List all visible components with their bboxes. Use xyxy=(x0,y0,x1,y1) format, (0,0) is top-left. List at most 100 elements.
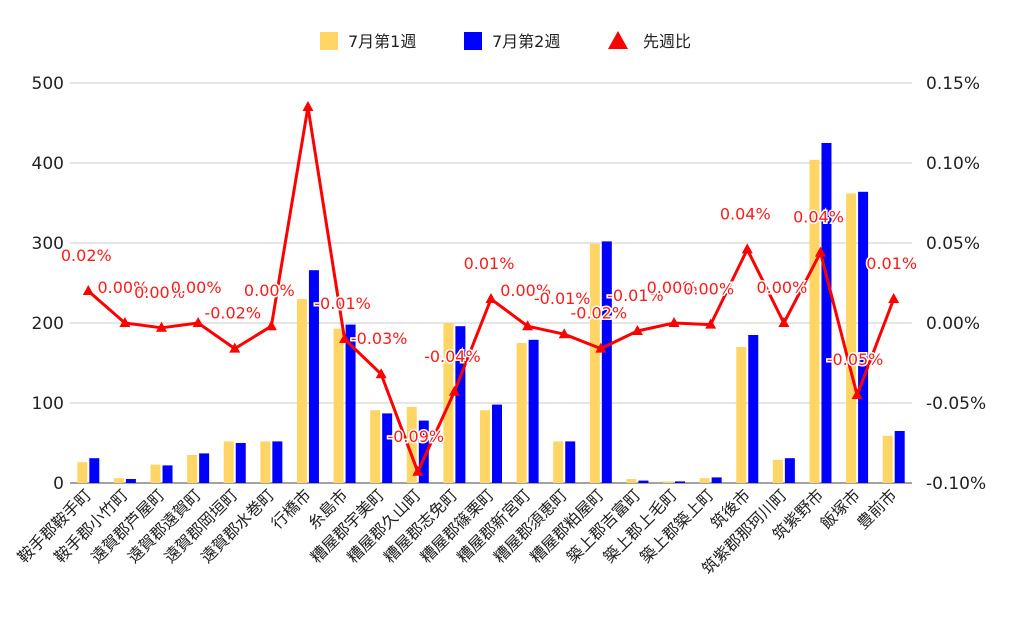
category-label: 豊前市 xyxy=(853,485,900,532)
bar-week1 xyxy=(516,343,527,483)
data-label: -0.04% xyxy=(424,347,481,366)
data-label: 0.01% xyxy=(866,254,917,273)
bar-week2 xyxy=(638,480,649,483)
bar-week2 xyxy=(711,477,722,483)
bar-week2 xyxy=(418,420,429,483)
right-tick-label: 0.00% xyxy=(926,314,980,334)
category-label: 行橋市 xyxy=(267,485,314,532)
bar-week2 xyxy=(784,458,795,483)
bar-week1 xyxy=(589,243,600,483)
data-label: 0.00% xyxy=(97,278,148,297)
bar-week2 xyxy=(199,453,210,483)
legend-item-ratio[interactable]: 先週比 xyxy=(608,31,691,51)
left-axis: 0 100 200 300 400 500 xyxy=(32,74,64,494)
left-tick-label: 500 xyxy=(32,74,64,94)
triangle-marker xyxy=(229,342,241,353)
ratio-line xyxy=(82,101,900,476)
bar-week1 xyxy=(772,459,783,483)
bar-week1 xyxy=(699,478,710,483)
right-tick-label: -0.05% xyxy=(926,394,986,414)
right-tick-label: 0.15% xyxy=(926,74,980,94)
bar-week1 xyxy=(370,410,381,483)
right-tick-label: 0.05% xyxy=(926,234,980,254)
bar-week2 xyxy=(601,241,612,483)
data-label: 0.00% xyxy=(683,280,734,299)
triangle-marker xyxy=(448,385,460,396)
category-label: 飯塚市 xyxy=(817,485,864,532)
left-tick-label: 0 xyxy=(53,474,64,494)
bar-week1 xyxy=(150,464,161,483)
triangle-marker xyxy=(778,317,790,327)
bar-week1 xyxy=(296,299,307,483)
data-label: 0.04% xyxy=(793,208,844,227)
data-label: 0.00% xyxy=(647,278,698,297)
x-axis-categories: 鞍手郡鞍手町鞍手郡小竹町遠賀郡芦屋町遠賀郡遠賀町遠賀郡岡垣町遠賀郡水巻町行橋市糸… xyxy=(14,485,901,578)
bar-week2 xyxy=(675,481,686,483)
legend-triangle-icon xyxy=(608,31,628,49)
bar-week1 xyxy=(333,328,344,483)
data-label: 0.02% xyxy=(61,246,112,265)
right-tick-label: -0.10% xyxy=(926,474,986,494)
triangle-marker xyxy=(522,320,534,331)
data-label: 0.04% xyxy=(720,204,771,223)
bar-week2 xyxy=(308,270,319,483)
triangle-marker xyxy=(888,293,900,303)
left-tick-label: 300 xyxy=(32,234,64,254)
legend-label-week1: 7月第1週 xyxy=(348,32,416,51)
bar-week1 xyxy=(480,410,490,483)
data-label: -0.01% xyxy=(607,286,664,305)
left-tick-label: 400 xyxy=(32,154,64,174)
bar-week2 xyxy=(455,326,466,483)
data-label: -0.09% xyxy=(387,427,444,446)
legend-swatch-week2 xyxy=(464,32,482,50)
triangle-marker xyxy=(119,317,131,327)
data-label: 0.00% xyxy=(134,283,185,302)
bar-week2 xyxy=(125,479,136,483)
bar-week1 xyxy=(626,479,637,483)
triangle-marker xyxy=(741,243,753,254)
bar-week2 xyxy=(858,191,869,484)
bar-week2 xyxy=(528,339,539,483)
legend-label-week2: 7月第2週 xyxy=(492,32,560,51)
legend-item-week1[interactable]: 7月第1週 xyxy=(320,32,416,51)
bar-week1 xyxy=(736,347,747,483)
bar-week1 xyxy=(553,441,564,483)
triangle-marker xyxy=(814,246,826,257)
bar-week1 xyxy=(882,435,893,483)
triangle-marker xyxy=(851,389,863,399)
data-label: 0.00% xyxy=(756,278,807,297)
triangle-marker xyxy=(82,285,94,295)
left-tick-label: 100 xyxy=(32,394,64,414)
triangle-marker xyxy=(595,342,607,353)
gridlines xyxy=(70,82,912,484)
bar-week1 xyxy=(846,193,857,483)
bar-week2 xyxy=(894,431,905,483)
bar-week1 xyxy=(809,159,820,484)
legend-swatch-week1 xyxy=(320,32,338,50)
bar-week1 xyxy=(223,441,234,483)
triangle-marker xyxy=(156,321,168,332)
triangle-marker xyxy=(705,318,717,329)
bar-week2 xyxy=(492,404,502,483)
bar-week2 xyxy=(89,458,100,483)
bar-week1 xyxy=(187,455,198,483)
data-label: -0.01% xyxy=(534,289,591,308)
data-label: 0.01% xyxy=(464,254,515,273)
triangle-marker xyxy=(485,293,497,303)
legend-label-ratio: 先週比 xyxy=(643,32,691,51)
triangle-marker xyxy=(631,325,643,335)
data-label: 0.00% xyxy=(244,281,295,300)
data-label: -0.02% xyxy=(204,304,261,323)
triangle-marker xyxy=(558,328,570,339)
bar-week2 xyxy=(162,465,173,483)
bar-week2 xyxy=(565,441,576,483)
triangle-marker xyxy=(265,320,277,331)
bar-week1 xyxy=(663,481,674,483)
triangle-marker xyxy=(302,101,314,111)
data-label: 0.00% xyxy=(500,281,551,300)
bar-week2 xyxy=(345,324,356,483)
legend-item-week2[interactable]: 7月第2週 xyxy=(464,32,560,51)
bar-week1 xyxy=(77,462,88,483)
bar-week2 xyxy=(382,413,393,483)
